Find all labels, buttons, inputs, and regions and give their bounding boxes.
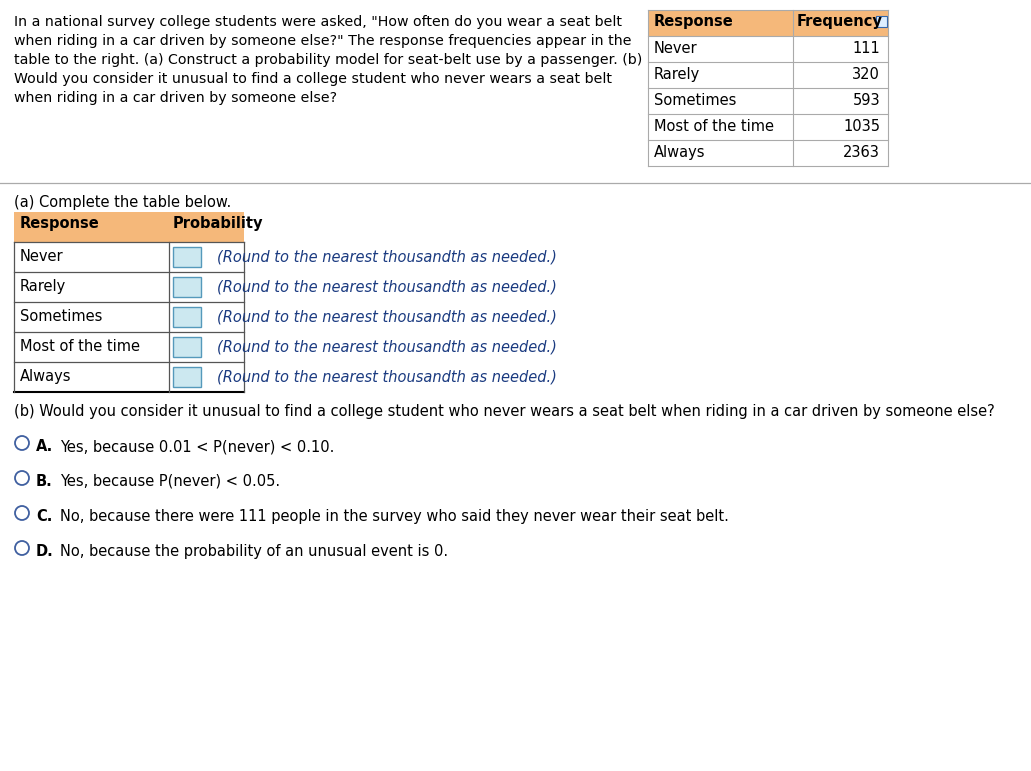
Bar [876,16,887,27]
Text: Sometimes: Sometimes [20,309,102,324]
Text: B.: B. [36,474,53,489]
Text: (Round to the nearest thousandth as needed.): (Round to the nearest thousandth as need… [217,279,557,294]
Text: Probability: Probability [173,216,264,231]
Text: (Round to the nearest thousandth as needed.): (Round to the nearest thousandth as need… [217,309,557,324]
Text: Yes, because 0.01 < P(never) < 0.10.: Yes, because 0.01 < P(never) < 0.10. [60,439,334,454]
Bar [173,307,201,327]
Text: Always: Always [654,145,705,160]
Text: Yes, because P(never) < 0.05.: Yes, because P(never) < 0.05. [60,474,280,489]
Text: (Round to the nearest thousandth as needed.): (Round to the nearest thousandth as need… [217,249,557,264]
Text: 320: 320 [853,67,880,82]
Text: Never: Never [20,249,64,264]
Text: Rarely: Rarely [20,279,66,294]
Text: Response: Response [20,216,100,231]
Text: In a national survey college students were asked, "How often do you wear a seat : In a national survey college students we… [14,15,622,29]
Text: No, because the probability of an unusual event is 0.: No, because the probability of an unusua… [60,544,448,559]
Text: when riding in a car driven by someone else?: when riding in a car driven by someone e… [14,91,337,105]
Bar [648,10,888,36]
Text: Sometimes: Sometimes [654,93,736,108]
Text: Response: Response [654,14,734,29]
Bar [14,212,244,242]
Text: (Round to the nearest thousandth as needed.): (Round to the nearest thousandth as need… [217,369,557,384]
Bar [173,337,201,357]
Bar [173,247,201,267]
Text: 111: 111 [853,41,880,56]
Text: 2363: 2363 [843,145,880,160]
Text: Always: Always [20,369,71,384]
Text: Frequency: Frequency [797,14,883,29]
Text: (a) Complete the table below.: (a) Complete the table below. [14,195,231,210]
Text: when riding in a car driven by someone else?" The response frequencies appear in: when riding in a car driven by someone e… [14,34,632,48]
Text: Rarely: Rarely [654,67,700,82]
Text: Most of the time: Most of the time [20,339,140,354]
Text: (b) Would you consider it unusual to find a college student who never wears a se: (b) Would you consider it unusual to fin… [14,404,995,419]
Text: 593: 593 [853,93,880,108]
Text: C.: C. [36,509,53,524]
Text: table to the right. (a) Construct a probability model for seat-belt use by a pas: table to the right. (a) Construct a prob… [14,53,642,67]
Text: (Round to the nearest thousandth as needed.): (Round to the nearest thousandth as need… [217,339,557,354]
Bar [173,277,201,297]
Text: D.: D. [36,544,54,559]
Text: 1035: 1035 [843,119,880,134]
Text: Most of the time: Most of the time [654,119,774,134]
Text: A.: A. [36,439,54,454]
Text: Would you consider it unusual to find a college student who never wears a seat b: Would you consider it unusual to find a … [14,72,612,86]
Bar [173,367,201,387]
Text: Never: Never [654,41,698,56]
Text: No, because there were 111 people in the survey who said they never wear their s: No, because there were 111 people in the… [60,509,729,524]
